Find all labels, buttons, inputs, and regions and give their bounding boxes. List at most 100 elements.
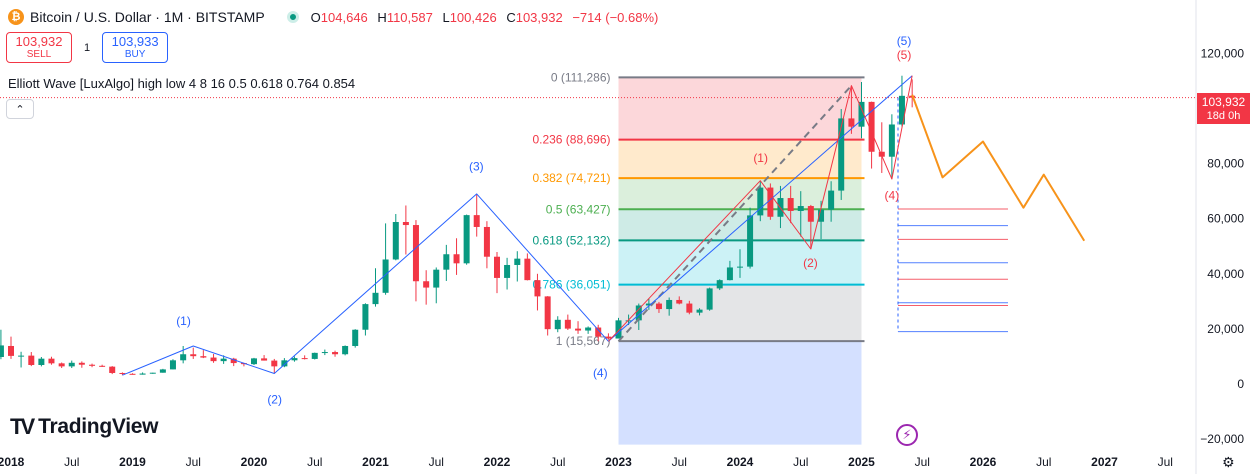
candle-body-43 bbox=[433, 269, 440, 288]
settings-gear-icon[interactable]: ⚙ bbox=[1222, 454, 1235, 470]
candle-body-8 bbox=[78, 362, 85, 365]
candle-body-64 bbox=[645, 303, 652, 306]
x-tick-label-0: 2018 bbox=[0, 455, 25, 469]
fib-level-label-0: 0 (111,286) bbox=[551, 70, 611, 84]
candle-body-68 bbox=[686, 303, 693, 313]
fib-level-label-6: 1 (15,567) bbox=[556, 334, 611, 348]
candle-body-41 bbox=[412, 225, 419, 282]
sell-button[interactable]: 103,932 SELL bbox=[6, 32, 72, 63]
candle-body-69 bbox=[696, 309, 703, 313]
candle-body-35 bbox=[352, 329, 359, 346]
fib-level-label-1: 0.236 (88,696) bbox=[532, 133, 610, 147]
fib-zone-1 bbox=[618, 139, 862, 179]
candle-body-30 bbox=[301, 358, 308, 360]
high-value: 110,587 bbox=[386, 9, 433, 25]
candle-body-5 bbox=[48, 358, 55, 364]
candle-body-2 bbox=[18, 355, 25, 357]
candle-body-86 bbox=[868, 101, 875, 152]
candle-body-49 bbox=[494, 256, 500, 278]
candle-body-9 bbox=[89, 364, 96, 366]
blue-wave-label-0: (1) bbox=[176, 314, 191, 328]
candle-body-25 bbox=[251, 358, 257, 365]
y-tick-label-0: −20,000 bbox=[1200, 432, 1244, 446]
candle-body-33 bbox=[332, 352, 339, 355]
chevron-up-icon: ⌃ bbox=[15, 103, 25, 116]
fib-zone-0 bbox=[618, 77, 862, 140]
change-value: −714 (−0.68%) bbox=[572, 9, 659, 25]
bar-countdown: 18d 0h bbox=[1206, 110, 1241, 122]
x-tick-label-19: Jul bbox=[1158, 455, 1173, 469]
x-tick-label-1: Jul bbox=[64, 455, 79, 469]
candle-body-42 bbox=[423, 281, 430, 288]
candle-body-27 bbox=[271, 360, 278, 367]
lightning-icon[interactable]: ⚡ bbox=[896, 424, 918, 446]
tradingview-watermark[interactable]: TV TradingView bbox=[10, 414, 158, 440]
high-key: H bbox=[377, 9, 387, 25]
candle-body-4 bbox=[38, 358, 45, 365]
x-tick-label-11: Jul bbox=[672, 455, 687, 469]
candle-body-70 bbox=[706, 288, 713, 310]
order-quantity[interactable]: 1 bbox=[84, 41, 91, 54]
blue-wave-label-4: (5) bbox=[897, 34, 912, 48]
blue-wave-label-1: (2) bbox=[267, 392, 282, 406]
x-tick-label-12: 2024 bbox=[727, 455, 754, 469]
candle-body-80 bbox=[807, 206, 814, 222]
candle-body-59 bbox=[595, 327, 602, 337]
trade-panel: 103,932 SELL 1 103,933 BUY bbox=[6, 32, 169, 63]
x-tick-label-17: Jul bbox=[1036, 455, 1051, 469]
x-tick-label-2: 2019 bbox=[119, 455, 146, 469]
low-value: 100,426 bbox=[449, 9, 497, 25]
candle-body-37 bbox=[372, 292, 379, 305]
candle-body-89 bbox=[898, 95, 905, 125]
buy-button[interactable]: 103,933 BUY bbox=[102, 32, 169, 63]
candle-body-18 bbox=[180, 354, 187, 361]
candle-body-29 bbox=[291, 358, 298, 361]
symbol-title[interactable]: Bitcoin / U.S. Dollar · 1M · BITSTAMP bbox=[30, 9, 265, 25]
candle-body-44 bbox=[443, 254, 450, 270]
candle-body-58 bbox=[585, 327, 592, 331]
candle-body-34 bbox=[342, 345, 349, 355]
dashed-trend-line bbox=[617, 84, 853, 342]
projected-path-line bbox=[911, 94, 1086, 242]
ohlc-readout: O104,646 H110,587 L100,426 C103,932 −714… bbox=[311, 10, 665, 25]
candle-body-84 bbox=[848, 118, 855, 127]
candle-body-20 bbox=[200, 356, 207, 358]
candle-body-17 bbox=[169, 360, 176, 370]
candle-body-73 bbox=[737, 266, 743, 268]
candle-body-45 bbox=[453, 254, 460, 264]
indicator-legend[interactable]: Elliott Wave [LuxAlgo] high low 4 8 16 0… bbox=[8, 76, 356, 91]
candle-body-21 bbox=[210, 357, 217, 362]
candle-body-46 bbox=[463, 215, 470, 264]
x-tick-label-14: 2025 bbox=[848, 455, 875, 469]
close-key: C bbox=[506, 9, 516, 25]
candle-body-82 bbox=[828, 190, 835, 210]
candle-body-36 bbox=[362, 304, 369, 330]
y-tick-label-5: 80,000 bbox=[1207, 157, 1244, 171]
bitcoin-logo-icon: ₿ bbox=[8, 9, 24, 25]
candle-body-53 bbox=[534, 280, 541, 297]
x-tick-label-10: 2023 bbox=[605, 455, 632, 469]
collapse-legend-button[interactable]: ⌃ bbox=[6, 99, 34, 119]
y-tick-label-1: 0 bbox=[1237, 377, 1244, 391]
candle-body-47 bbox=[473, 215, 480, 227]
candle-body-63 bbox=[635, 305, 642, 321]
candle-body-57 bbox=[575, 328, 582, 331]
x-tick-label-5: Jul bbox=[307, 455, 322, 469]
x-tick-label-15: Jul bbox=[915, 455, 930, 469]
symbol-header: ₿ Bitcoin / U.S. Dollar · 1M · BITSTAMP … bbox=[8, 7, 664, 27]
x-tick-label-4: 2020 bbox=[241, 455, 268, 469]
candle-body-71 bbox=[716, 280, 723, 289]
candle-body-0 bbox=[0, 345, 4, 358]
candle-body-76 bbox=[767, 187, 774, 217]
market-status-icon[interactable] bbox=[286, 11, 299, 23]
fib-level-label-4: 0.618 (52,132) bbox=[532, 233, 610, 247]
candle-body-31 bbox=[311, 352, 318, 359]
candle-body-3 bbox=[28, 355, 35, 365]
candle-body-28 bbox=[281, 360, 288, 367]
candle-body-19 bbox=[190, 354, 197, 357]
y-tick-label-3: 40,000 bbox=[1207, 267, 1244, 281]
y-tick-label-7: 120,000 bbox=[1201, 46, 1245, 60]
red-wave-label-1: (2) bbox=[803, 256, 818, 270]
y-tick-label-2: 20,000 bbox=[1207, 322, 1244, 336]
